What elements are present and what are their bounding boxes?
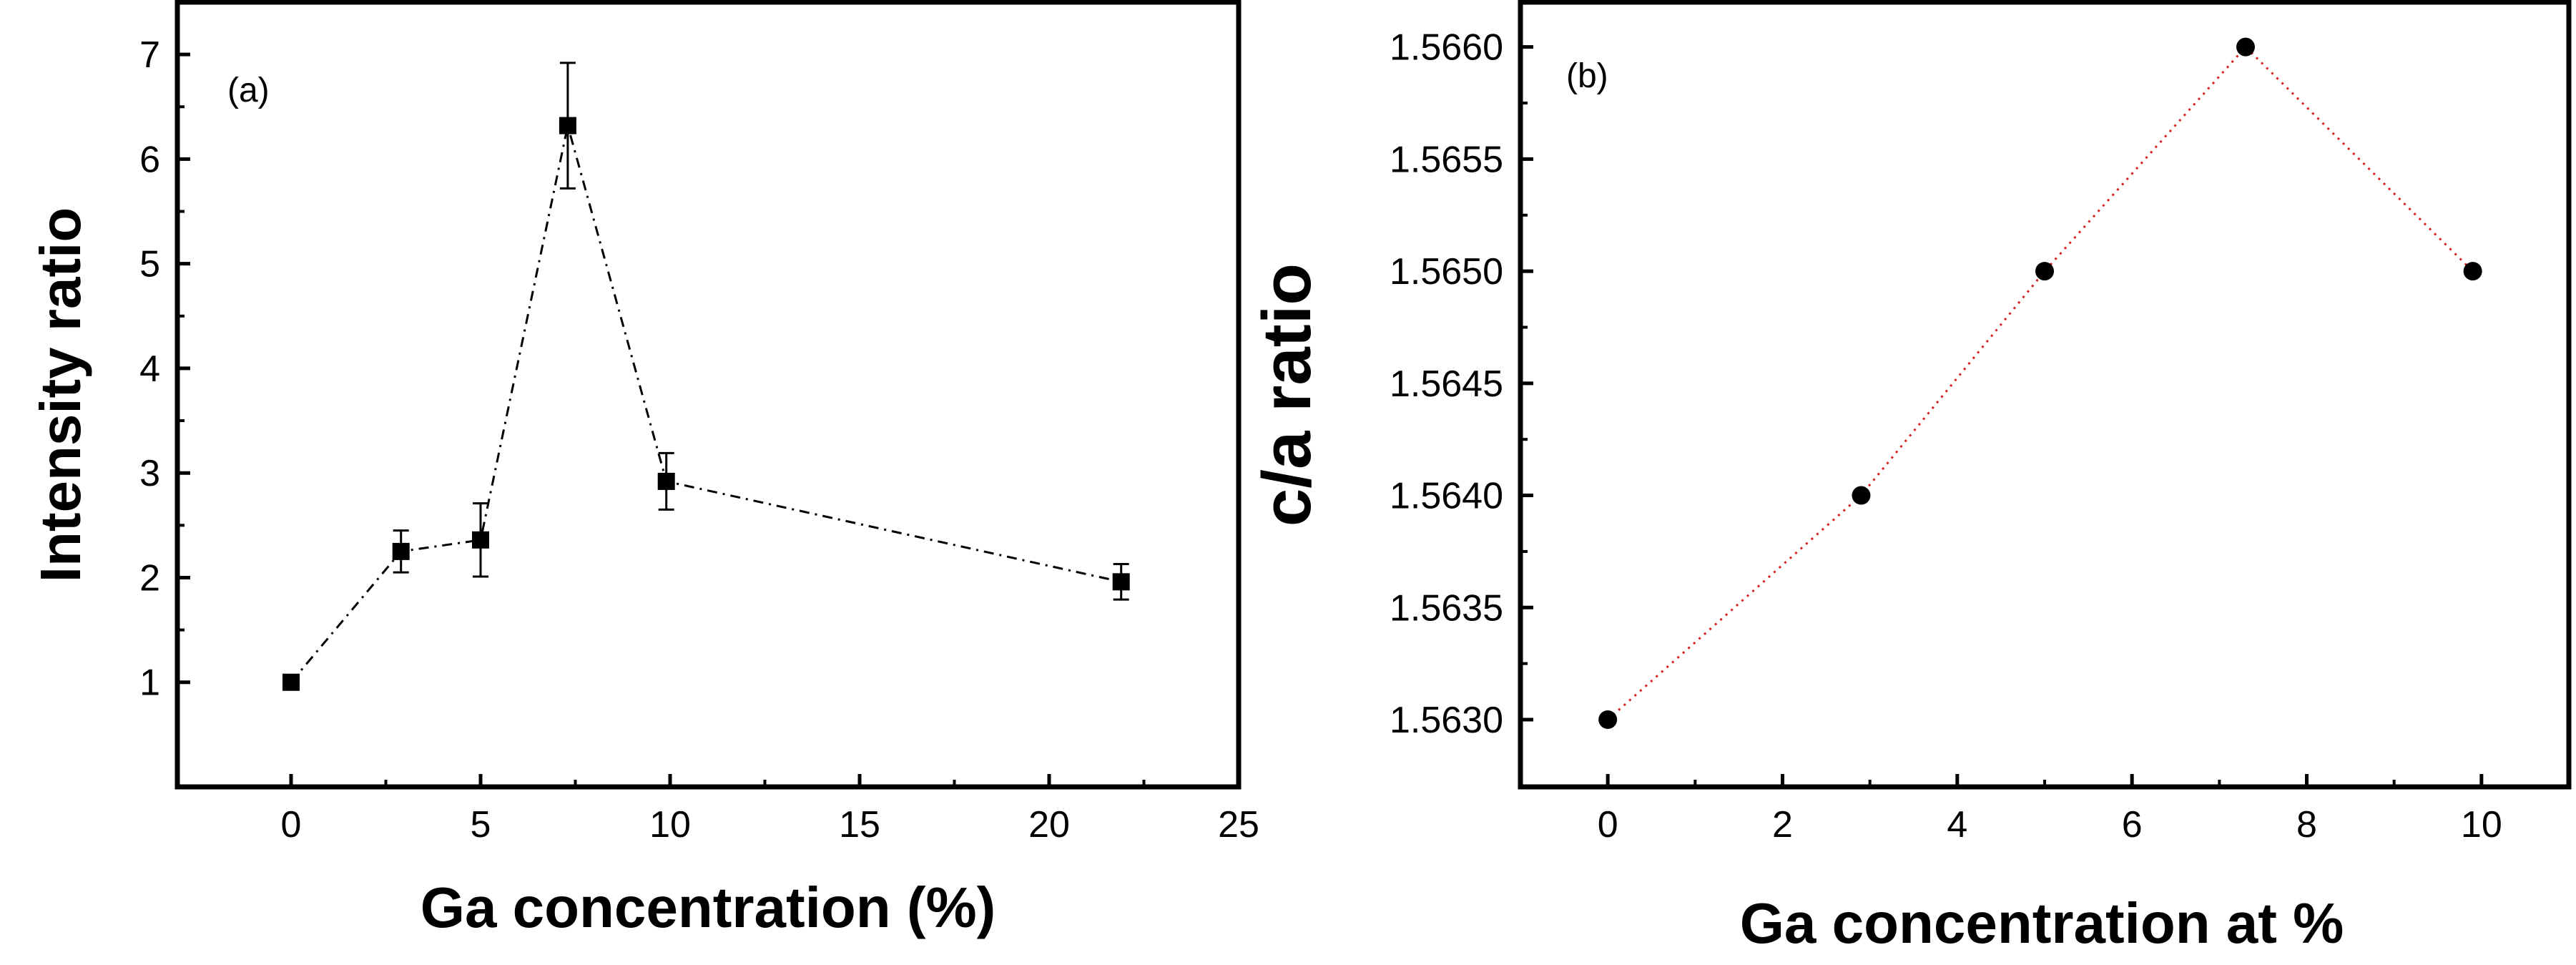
- y-tick-label: 2: [139, 557, 160, 599]
- y-tick-label: 1.5660: [1390, 27, 1503, 69]
- y-tick-label: 7: [139, 34, 160, 76]
- y-axis-title-a: Intensity ratio: [29, 207, 92, 583]
- x-tick-label: 8: [2296, 804, 2317, 846]
- x-tick-label: 6: [2122, 804, 2143, 846]
- y-tick-label: 6: [139, 139, 160, 180]
- x-tick-label: 25: [1218, 804, 1259, 846]
- y-tick-label: 1: [139, 662, 160, 704]
- panel-label-b: (b): [1566, 57, 1608, 95]
- data-point: [2035, 262, 2054, 281]
- x-axis-title-b: Ga concentration at %: [1740, 891, 2344, 955]
- y-tick-label: 1.5645: [1390, 363, 1503, 405]
- data-point: [2236, 37, 2255, 57]
- data-point: [559, 117, 576, 134]
- y-tick-label: 1.5630: [1390, 700, 1503, 741]
- chart-panel-a: (a) Ga concentration (%) Intensity ratio…: [29, 0, 1259, 939]
- x-tick-label: 10: [2461, 804, 2502, 846]
- y-tick-label: 1.5635: [1390, 587, 1503, 629]
- series-line: [290, 125, 1122, 683]
- x-tick-label: 10: [649, 804, 691, 846]
- plot-frame-a: [174, 0, 1242, 790]
- series-line: [1607, 45, 2474, 721]
- data-point: [282, 673, 300, 691]
- data-point: [657, 472, 675, 490]
- y-tick-label: 1.5640: [1390, 476, 1503, 517]
- plot-frame-b: [1518, 0, 2572, 790]
- y-tick-label: 4: [139, 348, 160, 390]
- data-point: [472, 531, 489, 549]
- x-tick-label: 2: [1772, 804, 1793, 846]
- y-tick-label: 1.5650: [1390, 251, 1503, 293]
- data-point: [2463, 262, 2482, 281]
- x-tick-label: 15: [839, 804, 880, 846]
- y-tick-label: 3: [139, 453, 160, 494]
- y-axis-title-b: c/a ratio: [1249, 263, 1325, 526]
- panel-label-a: (a): [227, 72, 270, 109]
- data-point: [1112, 573, 1130, 591]
- x-tick-label: 20: [1028, 804, 1070, 846]
- y-tick-label: 1.5655: [1390, 139, 1503, 180]
- y-tick-label: 5: [139, 244, 160, 285]
- x-tick-label: 4: [1947, 804, 1967, 846]
- data-point: [1598, 710, 1618, 729]
- x-tick-label: 0: [281, 804, 302, 846]
- x-axis-title-a: Ga concentration (%): [421, 876, 996, 939]
- x-tick-label: 0: [1598, 804, 1618, 846]
- data-point: [1852, 486, 1871, 505]
- x-tick-label: 5: [471, 804, 491, 846]
- chart-panel-b: (b) Ga concentration at % c/a ratio 0 2 4 6…: [1249, 0, 2572, 955]
- data-point: [392, 542, 410, 560]
